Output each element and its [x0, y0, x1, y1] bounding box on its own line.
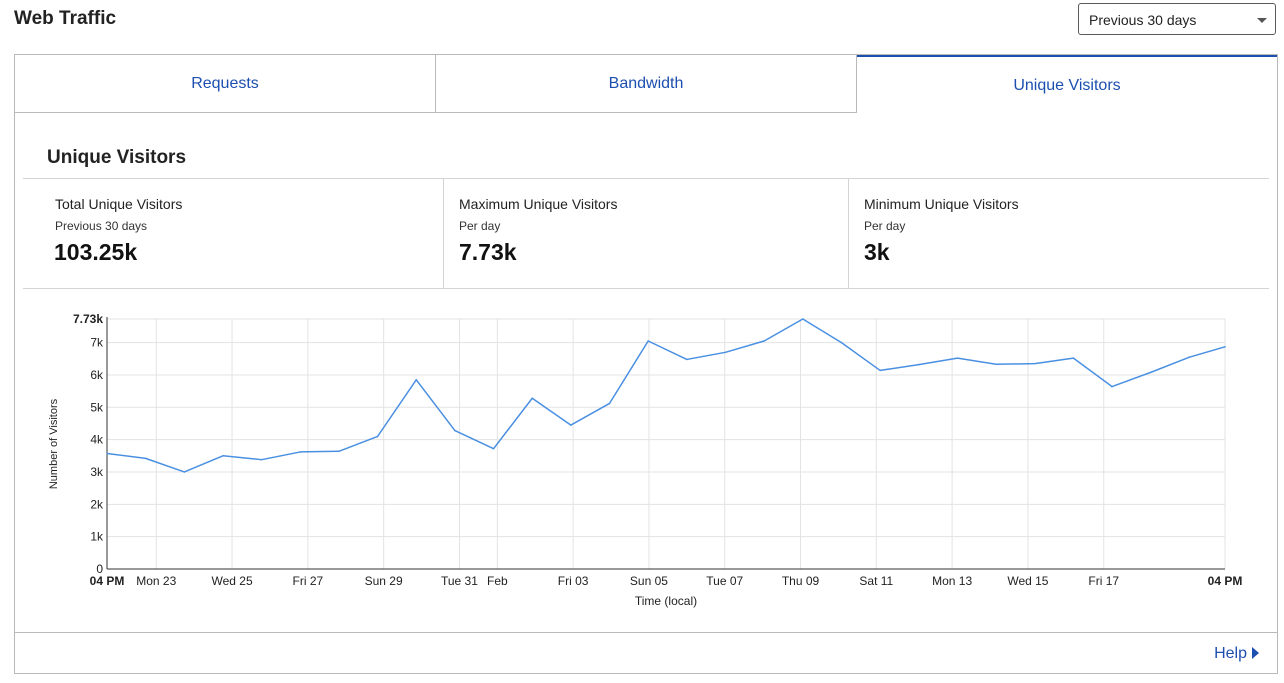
x-axis-title: Time (local)	[635, 594, 697, 608]
y-tick-label: 3k	[90, 465, 104, 479]
page-title: Web Traffic	[14, 8, 117, 29]
caret-down-icon	[1257, 18, 1267, 23]
x-tick-label: Sat 11	[859, 574, 893, 588]
data-point	[338, 450, 340, 453]
stat-sublabel: Per day	[864, 219, 906, 233]
stat-label: Minimum Unique Visitors	[864, 196, 1019, 212]
data-point	[1188, 356, 1191, 358]
tab-bandwidth[interactable]: Bandwidth	[436, 55, 857, 113]
data-point	[454, 429, 456, 432]
data-point	[260, 458, 263, 461]
help-label: Help	[1214, 645, 1247, 662]
data-point	[1111, 385, 1113, 388]
data-point	[608, 402, 611, 405]
y-max-label: 7.73k	[73, 312, 103, 326]
data-point	[570, 424, 572, 426]
x-tick-label: Wed 15	[1007, 574, 1048, 588]
data-point	[299, 451, 302, 453]
data-point	[686, 358, 688, 361]
stat-value: 3k	[864, 239, 890, 265]
data-point	[802, 318, 804, 320]
tab-bar: Requests Bandwidth Unique Visitors	[15, 55, 1277, 113]
data-point	[492, 447, 495, 450]
data-point	[415, 379, 418, 381]
y-tick-label: 5k	[90, 400, 104, 414]
section-title: Unique Visitors	[47, 147, 187, 168]
y-tick-label: 4k	[90, 433, 104, 447]
stat-minimum-unique-visitors: Minimum Unique Visitors Per day 3k	[849, 179, 1269, 288]
data-point	[222, 455, 224, 457]
data-point	[144, 457, 147, 460]
data-point	[995, 363, 997, 366]
stat-sublabel: Previous 30 days	[55, 219, 148, 233]
data-point	[376, 435, 379, 438]
y-tick-label: 1k	[90, 530, 104, 544]
x-tick-label: Feb	[487, 574, 508, 588]
x-tick-label: Fri 27	[293, 574, 324, 588]
data-point	[840, 341, 843, 344]
traffic-card: Requests Bandwidth Unique Visitors Uniqu…	[14, 54, 1278, 674]
date-range-select-value: Previous 30 days	[1089, 12, 1197, 28]
x-tick-label: Mon 23	[136, 574, 176, 588]
x-tick-label: Tue 31	[441, 574, 478, 588]
data-point	[647, 340, 649, 342]
y-tick-label: 0	[96, 562, 103, 576]
y-axis-title: Number of Visitors	[48, 398, 60, 489]
tab-unique-visitors[interactable]: Unique Visitors	[857, 55, 1277, 113]
stat-label: Total Unique Visitors	[55, 196, 183, 212]
data-point	[1033, 362, 1036, 365]
tab-requests[interactable]: Requests	[15, 55, 436, 113]
data-point	[531, 397, 534, 400]
y-tick-label: 6k	[90, 368, 104, 382]
x-tick-label: Thu 09	[782, 574, 820, 588]
data-point	[917, 363, 920, 366]
data-point	[763, 340, 765, 342]
data-point	[879, 369, 881, 372]
date-range-select[interactable]: Previous 30 days	[1078, 3, 1276, 35]
stat-sublabel: Per day	[459, 219, 501, 233]
stat-total-unique-visitors: Total Unique Visitors Previous 30 days 1…	[23, 179, 444, 288]
data-point	[1072, 357, 1075, 359]
y-tick-label: 2k	[90, 497, 104, 511]
card-footer: Help	[15, 632, 1277, 674]
caret-right-icon	[1252, 647, 1259, 659]
x-tick-label: Wed 25	[211, 574, 252, 588]
y-tick-label: 7k	[90, 336, 104, 350]
x-tick-label: 04 PM	[90, 574, 125, 588]
x-tick-label: Fri 03	[558, 574, 589, 588]
stats-row: Total Unique Visitors Previous 30 days 1…	[23, 178, 1269, 289]
data-point	[956, 357, 959, 359]
data-point	[106, 452, 108, 455]
data-point	[1224, 346, 1226, 348]
help-link[interactable]: Help	[1214, 645, 1259, 663]
x-tick-label: Mon 13	[932, 574, 972, 588]
data-point	[183, 471, 186, 473]
x-tick-label: Sun 05	[630, 574, 668, 588]
x-tick-label: Fri 17	[1088, 574, 1119, 588]
stat-value: 103.25k	[54, 239, 138, 265]
stat-value: 7.73k	[459, 239, 517, 265]
x-tick-label: 04 PM	[1208, 574, 1243, 588]
data-point	[724, 351, 727, 354]
x-tick-label: Tue 07	[706, 574, 743, 588]
stat-maximum-unique-visitors: Maximum Unique Visitors Per day 7.73k	[444, 179, 849, 288]
series-line	[106, 318, 1226, 473]
stat-label: Maximum Unique Visitors	[459, 196, 618, 212]
data-point	[1149, 371, 1152, 374]
x-tick-label: Sun 29	[365, 574, 403, 588]
